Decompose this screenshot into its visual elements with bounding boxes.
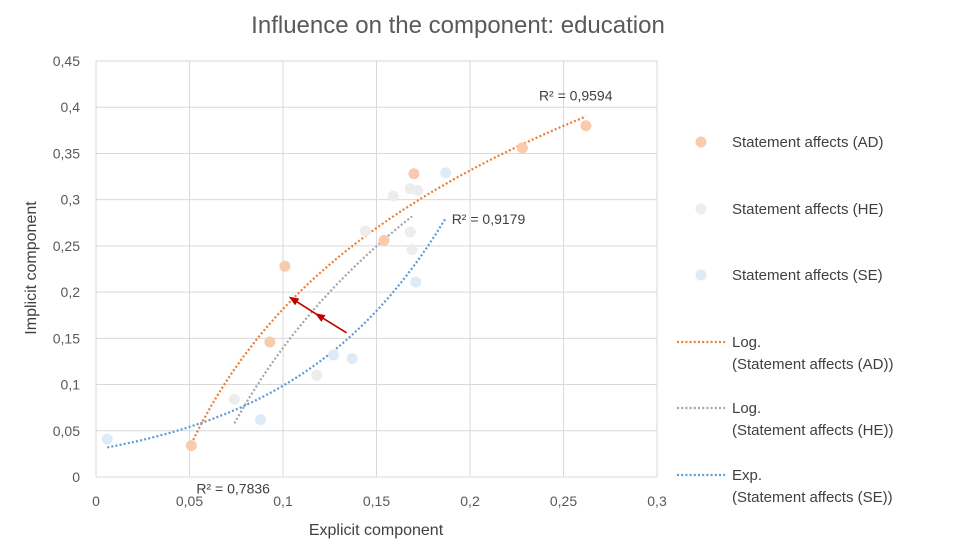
x-axis-title: Explicit component [309, 522, 444, 539]
trendline [233, 215, 413, 424]
x-tick-label: 0,15 [363, 493, 390, 509]
data-point [101, 433, 113, 445]
x-tick-label: 0 [92, 493, 100, 509]
y-tick-label: 0,2 [61, 284, 81, 300]
legend-label: (Statement affects (AD)) [732, 356, 893, 373]
legend-label: Log. [732, 334, 761, 351]
annotation-arrow [288, 296, 318, 315]
data-point [228, 393, 240, 405]
y-tick-label: 0,35 [53, 145, 80, 161]
r2-label: R² = 0,9594 [539, 87, 613, 103]
r2-label: R² = 0,9179 [452, 211, 526, 227]
tick-labels: 0 0,05 0,1 0,15 0,2 0,25 0,3 0 0,05 0,1 0,15 0,2 0,2… [53, 53, 667, 509]
y-tick-label: 0 [72, 469, 80, 485]
data-point [264, 336, 276, 348]
data-point [378, 234, 390, 246]
legend-marker [695, 203, 707, 215]
data-point [406, 244, 418, 256]
legend: Statement affects (AD) Statement affects … [677, 134, 893, 506]
legend-label: Exp. [732, 467, 762, 484]
y-axis-title: Implicit component [23, 201, 40, 335]
x-tick-label: 0,2 [460, 493, 480, 509]
data-point [516, 142, 528, 154]
y-tick-label: 0,45 [53, 53, 80, 69]
x-tick-label: 0,3 [647, 493, 667, 509]
data-point [311, 369, 323, 381]
y-tick-label: 0,25 [53, 238, 80, 254]
r2-label: R² = 0,7836 [196, 480, 270, 496]
annotations [288, 296, 348, 334]
y-tick-label: 0,3 [61, 192, 81, 208]
data-points [101, 120, 592, 452]
data-point [327, 349, 339, 361]
legend-marker [695, 269, 707, 281]
legend-label: (Statement affects (SE)) [732, 489, 893, 506]
y-tick-label: 0,4 [61, 99, 81, 115]
data-point [410, 276, 422, 288]
data-point [387, 190, 399, 202]
x-tick-label: 0,05 [176, 493, 203, 509]
trendline [106, 217, 447, 449]
trendlines [106, 115, 587, 449]
r2-labels: R² = 0,9594 R² = 0,7836 R² = 0,9179 [196, 87, 612, 496]
x-tick-label: 0,25 [550, 493, 577, 509]
gridlines [95, 60, 658, 478]
data-point [359, 225, 371, 237]
data-point [185, 440, 197, 452]
legend-label: Statement affects (SE) [732, 267, 883, 284]
data-point [580, 120, 592, 132]
legend-label: (Statement affects (HE)) [732, 422, 893, 439]
chart-title: Influence on the component: education [251, 12, 665, 39]
data-point [255, 414, 267, 426]
annotation-arrow [314, 313, 348, 334]
legend-marker [695, 136, 707, 148]
x-tick-label: 0,1 [273, 493, 293, 509]
data-point [404, 226, 416, 238]
trendline [190, 115, 587, 445]
legend-label: Log. [732, 400, 761, 417]
data-point [279, 260, 291, 272]
y-tick-label: 0,05 [53, 423, 80, 439]
data-point [408, 168, 420, 180]
legend-label: Statement affects (AD) [732, 134, 883, 151]
legend-label: Statement affects (HE) [732, 201, 883, 218]
y-tick-label: 0,1 [61, 377, 81, 393]
y-tick-label: 0,15 [53, 330, 80, 346]
data-point [346, 353, 358, 365]
data-point [440, 167, 452, 179]
data-point [412, 184, 424, 196]
